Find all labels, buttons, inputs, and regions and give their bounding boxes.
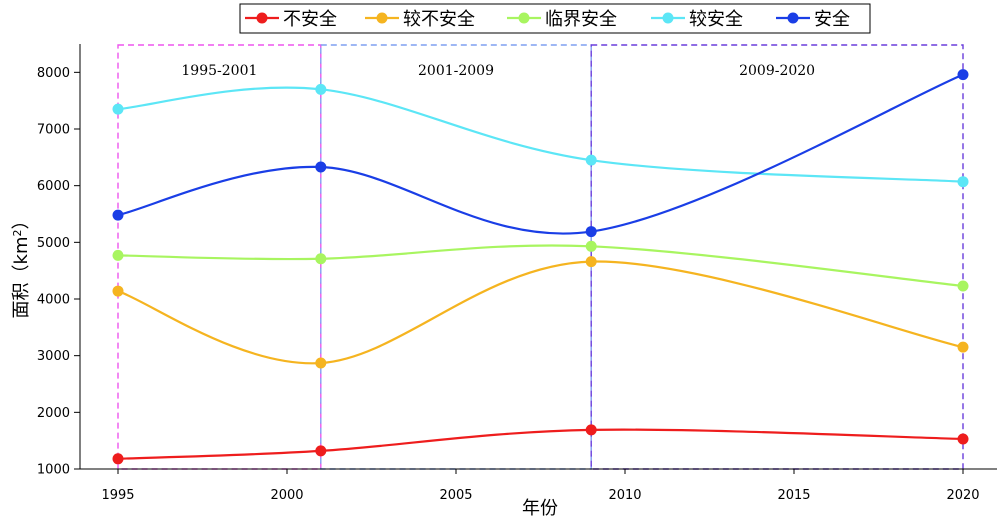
- axes: [79, 44, 997, 470]
- legend-swatch-marker: [662, 12, 674, 24]
- data-point: [112, 249, 124, 261]
- data-point: [112, 285, 124, 297]
- data-point: [957, 69, 969, 81]
- legend-label: 安全: [814, 9, 850, 30]
- legend-swatch-marker: [376, 12, 388, 24]
- data-point: [585, 154, 597, 166]
- y-tick-label: 1000: [37, 463, 70, 478]
- series-points: [112, 69, 969, 465]
- y-tick-label: 6000: [37, 179, 70, 194]
- data-point: [957, 280, 969, 292]
- legend-frame: [239, 3, 871, 34]
- data-point: [112, 209, 124, 221]
- data-point: [585, 256, 597, 268]
- data-point: [315, 161, 327, 173]
- x-tick-label: 2005: [439, 488, 472, 503]
- legend: 不安全 较不安全 临界安全 较安全 安全: [239, 3, 871, 34]
- data-point: [957, 433, 969, 445]
- y-tick-label: 8000: [37, 66, 70, 81]
- legend-label: 较安全: [689, 9, 743, 30]
- series-line: [117, 260, 964, 365]
- x-tick-label: 1995: [101, 488, 134, 503]
- period-label: 2009-2020: [739, 63, 815, 79]
- period-label: 2001-2009: [418, 63, 494, 79]
- period-box: [590, 44, 964, 470]
- x-ticks: 1995 2000 2005 2010 2015 2020: [101, 469, 980, 503]
- y-axis-title: 面积（km2）: [11, 212, 33, 319]
- data-point: [112, 453, 124, 465]
- data-point: [957, 176, 969, 188]
- data-point: [585, 424, 597, 436]
- y-tick-label: 3000: [37, 349, 70, 364]
- data-point: [585, 240, 597, 252]
- series-lines: [117, 73, 964, 460]
- period-label: 1995-2001: [181, 63, 257, 79]
- x-tick-label: 2020: [946, 488, 979, 503]
- series-line: [117, 73, 964, 235]
- y-tick-label: 4000: [37, 293, 70, 308]
- legend-label: 不安全: [283, 9, 337, 30]
- x-tick-label: 2010: [608, 488, 641, 503]
- data-point: [315, 83, 327, 95]
- y-tick-label: 5000: [37, 236, 70, 251]
- data-point: [315, 253, 327, 265]
- x-tick-label: 2015: [777, 488, 810, 503]
- series-line: [117, 244, 964, 288]
- legend-label: 临界安全: [545, 9, 617, 30]
- series-line: [117, 428, 964, 460]
- data-point: [585, 226, 597, 238]
- period-boxes: 1995-2001 2001-2009 2009-2020: [117, 44, 964, 470]
- legend-swatch-marker: [518, 12, 530, 24]
- data-point: [957, 341, 969, 353]
- x-axis-title: 年份: [522, 498, 558, 519]
- y-tick-label: 2000: [37, 406, 70, 421]
- data-point: [112, 103, 124, 115]
- x-tick-label: 2000: [270, 488, 303, 503]
- legend-swatch-marker: [787, 12, 799, 24]
- legend-label: 较不安全: [403, 9, 475, 30]
- data-point: [315, 357, 327, 369]
- data-point: [315, 445, 327, 457]
- legend-swatch-marker: [256, 12, 268, 24]
- y-ticks: 1000 2000 3000 4000 5000 6000 7000 8000: [37, 66, 80, 478]
- series-line: [117, 86, 964, 183]
- y-tick-label: 7000: [37, 123, 70, 138]
